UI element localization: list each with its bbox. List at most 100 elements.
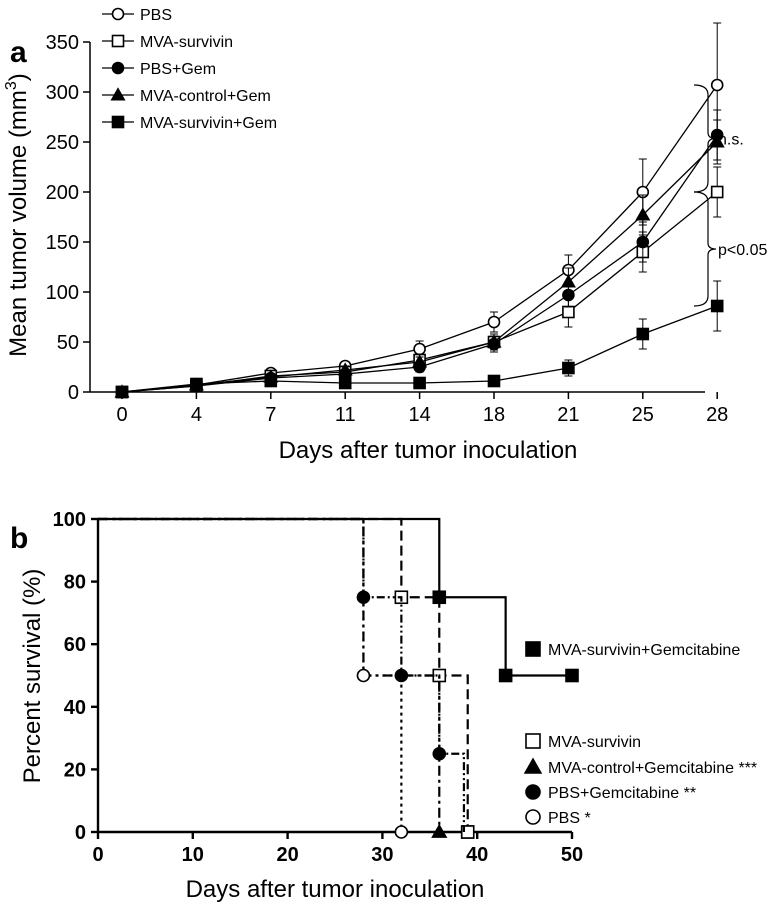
- bracket-n-s-shape: [693, 84, 717, 193]
- legend-marker-pbs: [111, 7, 125, 21]
- legend-marker-mva-control-gem: [110, 87, 126, 101]
- legend-item-mva-survivin: MVA-survivin: [102, 34, 233, 51]
- point-mva-survivin-gem: [190, 377, 203, 391]
- point-mva-survivin-gem-shape: [413, 376, 426, 390]
- x-tick-label-b: 0: [92, 844, 103, 866]
- legend-marker-mva-survivin: [525, 733, 541, 749]
- series-pbs-gemcitabine: [98, 517, 466, 832]
- x-axis-title-b: Days after tumor inoculation: [186, 876, 485, 903]
- y-tick-label-a: 0: [68, 382, 79, 404]
- point-pbs: [487, 315, 501, 329]
- point-mva-survivin-gem-shape: [115, 385, 129, 399]
- point-mva-control-gem-shape: [412, 354, 428, 368]
- series-mva-survivin-gemcitabine: [98, 517, 579, 839]
- point-mva-survivin-gem: [413, 376, 426, 390]
- point-mva-control-gem-shape: [560, 274, 576, 288]
- legend-label-mva-survivin: MVA-survivin: [140, 34, 233, 51]
- point-pbs-gemcitabine: [394, 668, 409, 683]
- y-tick-label-a: 350: [46, 32, 79, 54]
- point-mva-survivin-gem: [264, 374, 278, 388]
- legend-marker-mva-survivin-gemcitabine: [525, 641, 541, 657]
- point-mva-survivin-gem-shape: [264, 374, 278, 388]
- legend-item-pbs: PBS: [102, 7, 172, 24]
- x-tick-label-a: 14: [408, 404, 430, 426]
- legend-item-mva-survivin-gemcitabine: MVA-survivin+Gemcitabine: [525, 641, 740, 659]
- point-mva-survivin-gem-shape: [562, 361, 575, 375]
- point-pbs-gemcitabine-shape: [394, 668, 409, 683]
- legend-marker-mva-survivin: [111, 34, 125, 48]
- point-mva-survivin-gem-shape: [487, 374, 501, 388]
- point-pbs: [356, 668, 371, 683]
- legend-label-mva-survivin-gemcitabine: MVA-survivin+Gemcitabine: [548, 642, 740, 659]
- legend-marker-mva-survivin-shape: [111, 34, 125, 48]
- legend-marker-mva-survivin-shape: [525, 733, 541, 749]
- legend-marker-mva-survivin-gem-shape: [111, 115, 125, 129]
- point-mva-survivin-gemcitabine-shape: [565, 668, 579, 683]
- point-pbs-gem-shape: [636, 235, 650, 249]
- y-tick-label-b: 60: [64, 634, 86, 656]
- point-pbs-shape: [394, 825, 409, 839]
- bracket-p-0-05: p<0.05: [693, 191, 767, 307]
- point-pbs-shape: [487, 315, 501, 329]
- legend-item-pbs: PBS *: [525, 809, 591, 827]
- point-pbs-shape: [356, 668, 371, 683]
- panel-label-a: a: [10, 36, 27, 69]
- series-a: [114, 22, 725, 399]
- series-b: [98, 517, 579, 839]
- series-mva-control-gemcitabine: [98, 517, 448, 838]
- chart-b: b Percent survival (%) Days after tumor …: [10, 509, 757, 903]
- point-mva-survivin-gemcitabine: [498, 668, 513, 683]
- legend-b: MVA-survivin+Gemcitabine MVA-survivin MVA-…: [523, 641, 757, 827]
- point-mva-survivin-gem: [562, 361, 575, 375]
- point-pbs-gem: [636, 235, 650, 249]
- y-axis-title-a: Mean tumor volume (mm3): [3, 73, 32, 357]
- legend-item-mva-control-gem: MVA-control+Gem: [102, 87, 271, 105]
- point-mva-control-gem: [709, 134, 725, 148]
- chart-a: a Mean tumor volume (mm3) Days after tum…: [3, 7, 767, 464]
- point-mva-survivin-gem-shape: [338, 376, 352, 390]
- x-tick-label-a: 18: [483, 404, 505, 426]
- annotation-label: p<0.05: [718, 242, 767, 259]
- point-pbs-shape: [413, 342, 426, 356]
- x-tick-label-a: 25: [632, 404, 654, 426]
- point-mva-control-gem-shape: [337, 362, 353, 376]
- y-tick-label-b: 40: [64, 697, 86, 719]
- point-mva-survivin-gem-shape: [636, 327, 650, 341]
- x-tick-label-a: 7: [265, 404, 276, 426]
- point-mva-survivin: [710, 185, 724, 199]
- legend-label-mva-survivin-gem: MVA-survivin+Gem: [140, 115, 277, 132]
- series-mva-survivin-gem: [115, 280, 724, 399]
- survival-line-pbs-gemcitabine: [98, 517, 466, 832]
- legend-label-mva-control-gem: MVA-control+Gem: [140, 88, 271, 105]
- y-tick-label-a: 250: [46, 132, 79, 154]
- point-mva-survivin-gem: [487, 374, 501, 388]
- legend-item-pbs-gemcitabine: PBS+Gemcitabine **: [525, 784, 696, 802]
- y-axis-title-b: Percent survival (%): [19, 569, 46, 784]
- legend-marker-pbs-shape: [111, 7, 125, 21]
- axes-b: 0 20 40 60 80 100 0 10 20 30 40 50: [53, 509, 584, 866]
- point-pbs-gemcitabine: [432, 746, 447, 761]
- legend-marker-mva-survivin-gem: [111, 115, 125, 129]
- x-tick-label-b: 50: [561, 844, 583, 866]
- legend-marker-mva-survivin-gemcitabine-shape: [525, 641, 541, 657]
- point-pbs: [413, 342, 426, 356]
- series-pbs: [98, 517, 409, 839]
- point-mva-control-gem: [635, 207, 651, 221]
- point-mva-survivin-shape: [710, 185, 724, 199]
- axes-a: 0 50 100 150 200 250 300 350 0 4 7 11 14 18 21 25 28: [46, 32, 729, 426]
- x-tick-label-a: 4: [191, 404, 202, 426]
- x-tick-label-a: 11: [335, 404, 356, 426]
- point-mva-control-gem-shape: [635, 207, 651, 221]
- survival-line-pbs: [98, 517, 403, 832]
- x-tick-label-b: 30: [371, 844, 393, 866]
- point-pbs-gemcitabine-shape: [432, 746, 447, 761]
- point-mva-control-gem-shape: [709, 134, 725, 148]
- panel-label-b: b: [10, 522, 28, 555]
- legend-label-pbs-gemcitabine: PBS+Gemcitabine **: [548, 785, 696, 802]
- survival-line-mva-survivin-gemcitabine: [98, 517, 572, 677]
- legend-marker-pbs-gem: [111, 61, 125, 75]
- legend-label-pbs-gem: PBS+Gem: [140, 61, 216, 78]
- point-pbs: [710, 78, 724, 92]
- legend-label-mva-control-gemcitabine: MVA-control+Gemcitabine ***: [548, 760, 757, 777]
